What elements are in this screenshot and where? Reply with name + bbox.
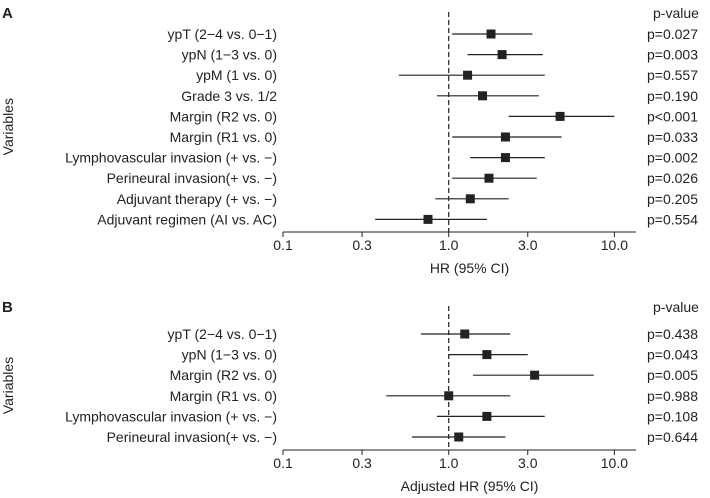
row-label: Margin (R2 vs. 0) (170, 108, 277, 124)
x-axis-label: Adjusted HR (95% CI) (401, 478, 539, 494)
x-tick-label: 3.0 (518, 455, 538, 471)
x-tick-label: 3.0 (518, 237, 538, 253)
x-tick-label: 10.0 (601, 237, 628, 253)
p-value: p=0.002 (647, 150, 698, 166)
p-value: p=0.438 (647, 326, 698, 342)
row-label: ypT (2−4 vs. 0−1) (168, 26, 277, 42)
p-value: p<0.001 (647, 108, 698, 124)
hazard-ratio-marker (500, 132, 510, 142)
y-axis-label: Variables (0, 98, 16, 155)
row-label: Lymphovascular invasion (+ vs. −) (65, 150, 277, 166)
hazard-ratio-marker (454, 432, 464, 442)
hazard-ratio-marker (460, 329, 470, 339)
row-label: Margin (R2 vs. 0) (170, 367, 277, 383)
p-value: p=0.554 (647, 211, 698, 227)
hazard-ratio-marker (478, 91, 488, 101)
hazard-ratio-marker (484, 173, 494, 183)
row-label: Adjuvant therapy (+ vs. −) (117, 191, 277, 207)
x-axis-label: HR (95% CI) (430, 260, 509, 276)
row-label: ypT (2−4 vs. 0−1) (168, 326, 277, 342)
row-label: Margin (R1 vs. 0) (170, 129, 277, 145)
row-label: ypM (1 vs. 0) (196, 67, 277, 83)
x-tick-label: 0.1 (273, 455, 293, 471)
hazard-ratio-marker (444, 391, 454, 401)
x-tick-label: 1.0 (439, 237, 459, 253)
x-tick-label: 0.3 (352, 237, 372, 253)
row-label: ypN (1−3 vs. 0) (182, 347, 277, 363)
hazard-ratio-marker (465, 194, 475, 204)
p-value: p=0.033 (647, 129, 698, 145)
p-value: p=0.026 (647, 170, 698, 186)
row-label: Perineural invasion(+ vs. −) (107, 170, 277, 186)
row-label: Lymphovascular invasion (+ vs. −) (65, 408, 277, 424)
p-value: p=0.027 (647, 26, 698, 42)
hazard-ratio-marker (423, 214, 433, 224)
hazard-ratio-marker (486, 29, 496, 39)
p-value: p=0.190 (647, 88, 698, 104)
p-value: p=0.205 (647, 191, 698, 207)
hazard-ratio-marker (555, 111, 565, 121)
panel-letter: A (2, 5, 13, 22)
p-value: p=0.988 (647, 388, 698, 404)
hazard-ratio-marker (497, 50, 507, 60)
row-label: Grade 3 vs. 1/2 (181, 88, 277, 104)
y-axis-label: Variables (0, 357, 16, 414)
hazard-ratio-marker (463, 70, 473, 80)
hazard-ratio-marker (530, 370, 540, 380)
p-value: p=0.043 (647, 347, 698, 363)
p-value: p=0.108 (647, 408, 698, 424)
p-value: p=0.644 (647, 429, 698, 445)
row-label: Adjuvant regimen (AI vs. AC) (97, 211, 277, 227)
row-label: Perineural invasion(+ vs. −) (107, 429, 277, 445)
x-tick-label: 1.0 (439, 455, 459, 471)
p-value: p=0.005 (647, 367, 698, 383)
pvalue-header: p-value (653, 5, 699, 21)
hazard-ratio-marker (482, 411, 492, 421)
x-tick-label: 0.3 (352, 455, 372, 471)
p-value: p=0.557 (647, 67, 698, 83)
hazard-ratio-marker (500, 153, 510, 163)
panel-letter: B (2, 299, 13, 316)
row-label: Margin (R1 vs. 0) (170, 388, 277, 404)
hazard-ratio-marker (482, 350, 492, 360)
x-tick-label: 10.0 (601, 455, 628, 471)
x-tick-label: 0.1 (273, 237, 293, 253)
pvalue-header: p-value (653, 299, 699, 315)
row-label: ypN (1−3 vs. 0) (182, 47, 277, 63)
p-value: p=0.003 (647, 47, 698, 63)
